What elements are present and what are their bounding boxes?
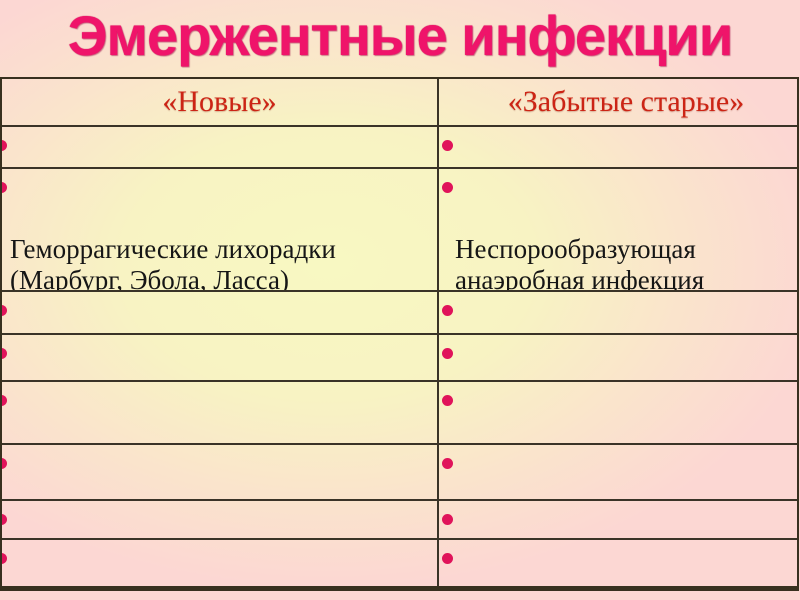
table-cell-left: ВИЧ-инфекция — [2, 127, 439, 169]
bullet-icon — [442, 348, 453, 359]
table-cell-right: Хламидиозы — [439, 540, 797, 586]
table-cell-left: Геморрагические лихорадки (Марбург, Эбол… — [2, 169, 439, 292]
table-cell-left: Прионные болезни — [2, 445, 439, 501]
column-header-old: «Забытые старые» — [439, 79, 797, 127]
table-cell-left: Боррелиоз Лайма — [2, 335, 439, 382]
bullet-icon — [2, 305, 7, 316]
bullet-icon — [2, 182, 7, 193]
header-text: «Новые» — [162, 85, 277, 119]
table-cell-left: SARS — [2, 540, 439, 586]
bullet-icon — [442, 182, 453, 193]
cell-text: Неспорообразующая анаэробная инфекция — [455, 234, 705, 292]
table-cell-right: Неспорообразующая анаэробная инфекция — [439, 169, 797, 292]
bullet-icon — [2, 514, 7, 525]
bullet-icon — [442, 514, 453, 525]
table-cell-right: Туберкулез — [439, 127, 797, 169]
bullet-icon — [2, 348, 7, 359]
table-cell-right: Сифилис — [439, 292, 797, 335]
slide-title: Эмержентные инфекции — [67, 4, 734, 67]
table-cell-left: Хеликобактериоз — [2, 501, 439, 540]
column-header-new: «Новые» — [2, 79, 439, 127]
cell-text: Геморрагические лихорадки (Марбург, Эбол… — [10, 234, 336, 292]
table-cell-right: Вирусные гепатиты — [439, 445, 797, 501]
table-cell-right: Сальмонеллезы — [439, 501, 797, 540]
table-cell-left: Ретровирусные инфекции (HTLV-1,2) — [2, 382, 439, 445]
table-cell-right: Столбняк новорожденных — [439, 382, 797, 445]
header-text: «Забытые старые» — [507, 85, 745, 119]
bullet-icon — [2, 458, 7, 469]
table-cell-right: Краснуха — [439, 335, 797, 382]
bullet-icon — [2, 553, 7, 564]
infections-table: «Новые» «Забытые старые» ВИЧ-инфекция Ту… — [0, 77, 799, 591]
bullet-icon — [2, 395, 7, 406]
bullet-icon — [442, 305, 453, 316]
table-cell-left: Болезнь легионеров — [2, 292, 439, 335]
bullet-icon — [2, 140, 7, 151]
bullet-icon — [442, 553, 453, 564]
bullet-icon — [442, 140, 453, 151]
bullet-icon — [442, 458, 453, 469]
bullet-icon — [442, 395, 453, 406]
